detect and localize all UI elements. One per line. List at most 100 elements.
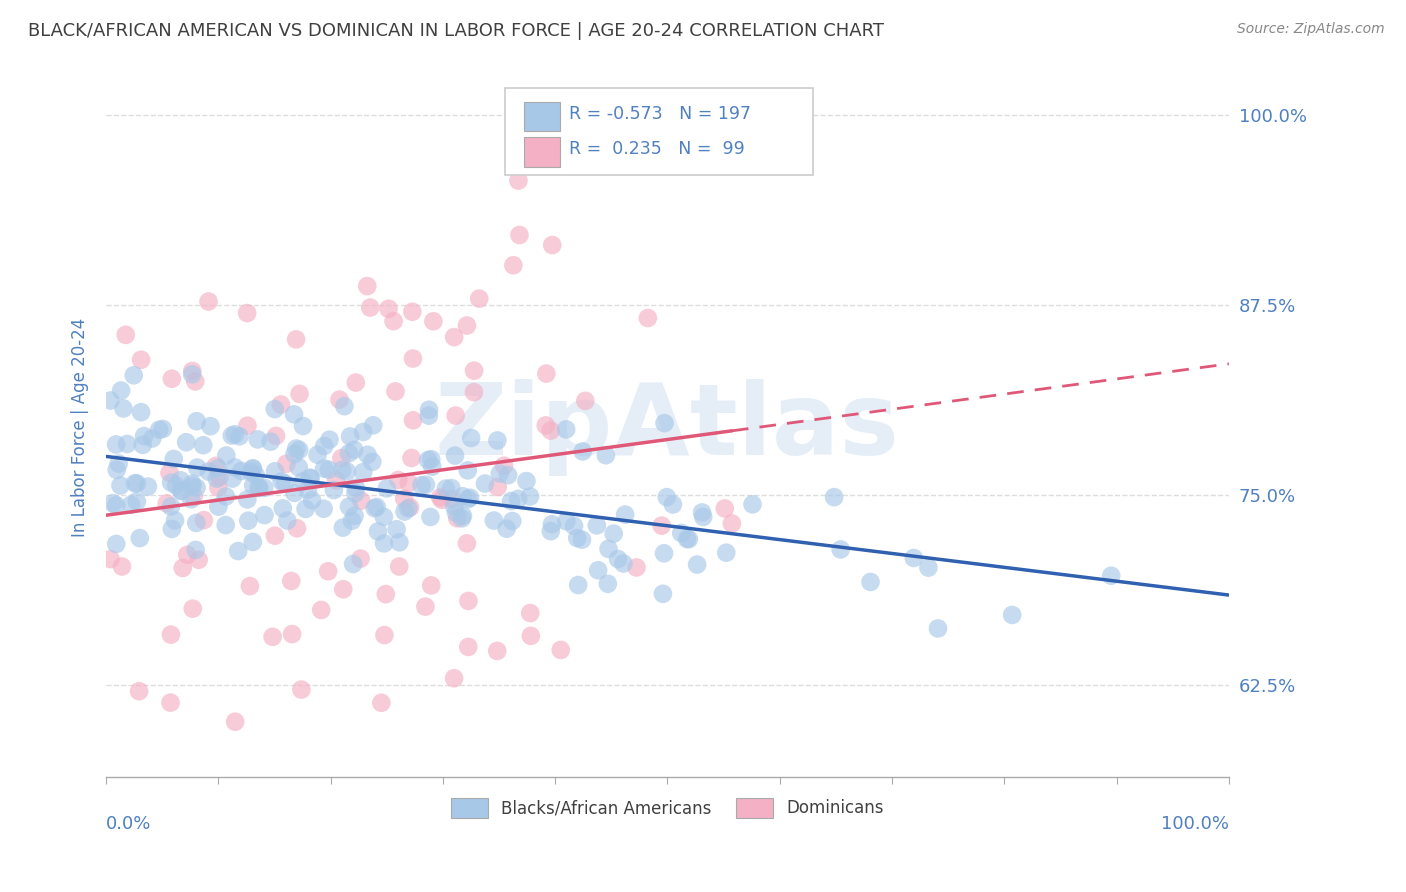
Point <box>285 521 308 535</box>
Point <box>197 465 219 479</box>
Point <box>375 481 398 495</box>
Point <box>451 508 474 523</box>
Text: 100.0%: 100.0% <box>1161 815 1229 833</box>
Point <box>148 423 170 437</box>
Point <box>160 475 183 490</box>
Point <box>340 514 363 528</box>
Point <box>132 429 155 443</box>
Point <box>215 449 238 463</box>
Point <box>312 501 335 516</box>
Point <box>292 419 315 434</box>
Point <box>637 311 659 326</box>
Point <box>110 478 132 492</box>
Point <box>128 531 150 545</box>
Point <box>444 506 467 520</box>
Text: BLACK/AFRICAN AMERICAN VS DOMINICAN IN LABOR FORCE | AGE 20-24 CORRELATION CHART: BLACK/AFRICAN AMERICAN VS DOMINICAN IN L… <box>28 22 884 40</box>
Point <box>333 399 356 413</box>
Point <box>349 551 371 566</box>
Point <box>574 393 596 408</box>
Point <box>520 629 543 643</box>
Point <box>402 413 425 427</box>
Point <box>160 372 183 386</box>
Point <box>314 439 336 453</box>
Point <box>172 561 194 575</box>
Point <box>388 535 411 549</box>
Point <box>502 258 524 272</box>
Point <box>676 532 699 546</box>
Point <box>264 529 287 543</box>
Point <box>859 574 882 589</box>
Point <box>352 465 374 479</box>
Point <box>287 460 309 475</box>
Point <box>186 481 208 495</box>
Point <box>208 470 231 484</box>
Point <box>205 472 228 486</box>
Point <box>207 500 229 514</box>
Point <box>337 500 360 514</box>
Point <box>401 450 423 465</box>
Point <box>288 442 311 457</box>
Point <box>285 442 308 456</box>
Point <box>519 606 541 620</box>
Point <box>377 301 399 316</box>
Point <box>927 622 949 636</box>
Point <box>585 518 607 533</box>
Point <box>394 491 416 506</box>
Point <box>460 431 482 445</box>
Point <box>290 682 312 697</box>
Point <box>312 461 335 475</box>
Point <box>690 505 713 519</box>
Point <box>124 476 146 491</box>
Point <box>1001 607 1024 622</box>
Point <box>343 442 366 457</box>
Point <box>367 524 389 539</box>
Point <box>468 292 491 306</box>
Point <box>336 464 359 478</box>
Point <box>422 314 444 328</box>
Point <box>536 367 558 381</box>
Point <box>242 478 264 492</box>
Point <box>571 444 593 458</box>
Point <box>385 522 408 536</box>
Point <box>444 409 467 423</box>
Point <box>200 419 222 434</box>
Point <box>122 368 145 383</box>
Point <box>236 306 259 320</box>
Point <box>332 582 354 597</box>
Point <box>169 473 191 487</box>
Point <box>339 429 361 443</box>
Point <box>501 494 523 508</box>
Point <box>463 385 485 400</box>
Point <box>337 446 360 460</box>
Point <box>457 492 479 507</box>
Point <box>343 508 366 523</box>
Point <box>342 557 364 571</box>
Point <box>184 375 207 389</box>
Point <box>221 471 243 485</box>
Point <box>651 518 673 533</box>
Point <box>401 304 423 318</box>
Point <box>281 627 304 641</box>
Point <box>325 474 347 488</box>
Point <box>193 513 215 527</box>
Point <box>181 601 204 615</box>
Point <box>441 492 464 507</box>
FancyBboxPatch shape <box>523 137 560 167</box>
Point <box>174 435 197 450</box>
Point <box>105 437 128 451</box>
Point <box>160 500 183 514</box>
Point <box>215 518 238 533</box>
Y-axis label: In Labor Force | Age 20-24: In Labor Force | Age 20-24 <box>72 318 89 537</box>
Point <box>226 544 249 558</box>
Point <box>440 481 463 495</box>
Point <box>221 428 243 442</box>
Point <box>152 422 174 436</box>
Point <box>181 479 204 493</box>
Point <box>418 402 440 417</box>
Point <box>596 576 619 591</box>
Legend: Blacks/African Americans, Dominicans: Blacks/African Americans, Dominicans <box>444 791 890 824</box>
Point <box>486 644 509 658</box>
Point <box>160 522 183 536</box>
Point <box>361 418 384 433</box>
Point <box>595 448 617 462</box>
